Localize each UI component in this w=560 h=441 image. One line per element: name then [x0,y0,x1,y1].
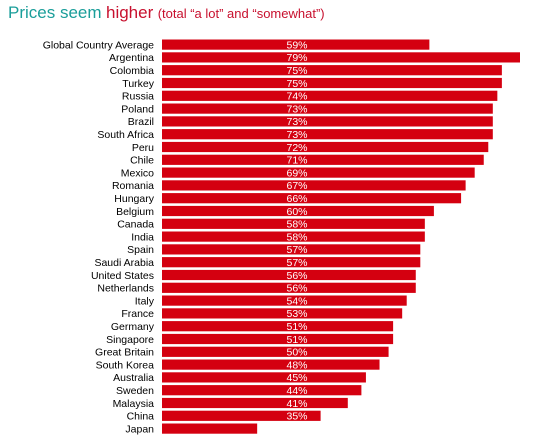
category-label: Global Country Average [43,39,154,51]
category-label: Spain [127,244,154,256]
category-label: Russia [122,91,154,103]
bar [162,141,489,153]
category-label: Colombia [110,65,155,77]
category-label: South Korea [96,359,155,371]
data-label: 60% [286,206,307,218]
data-label: 50% [286,347,307,359]
category-label: Brazil [128,116,154,128]
category-label: Turkey [122,78,154,90]
bar [162,193,462,204]
bar [162,295,407,306]
bar [162,397,348,409]
data-label: 54% [286,295,307,307]
bar [162,218,425,229]
category-label: Peru [132,142,154,154]
title-part-1: Prices seem [8,3,102,22]
chart-title: Prices seem higher (total “a lot” and “s… [8,3,325,23]
bar [162,282,416,293]
bar [162,129,493,140]
bar [162,269,416,281]
category-label: Sweden [116,385,154,397]
bar [162,346,389,357]
data-label: 69% [286,167,307,179]
data-label: 21% [286,423,307,435]
data-label: 51% [286,321,307,333]
category-label: Australia [113,372,154,384]
data-label: 74% [286,91,307,103]
data-label: 56% [286,270,307,282]
category-label: Saudi Arabia [94,257,154,269]
data-label: 66% [286,193,307,205]
bar [162,244,421,255]
category-label: China [127,411,155,423]
bar [162,423,258,434]
data-label: 58% [286,231,307,243]
category-label: Malaysia [113,398,155,410]
category-label: Chile [130,155,154,167]
bar [162,321,394,332]
category-label: France [121,308,154,320]
category-label: Italy [135,295,155,307]
data-label: 56% [286,283,307,295]
bar [162,116,493,127]
data-label: 73% [286,116,307,128]
bar [162,308,403,319]
category-label: Japan [125,423,154,435]
category-label: South Africa [97,129,154,141]
data-label: 45% [286,372,307,384]
category-label: Singapore [106,334,154,346]
bar [162,52,520,63]
data-label: 48% [286,359,307,371]
data-label: 44% [286,385,307,397]
data-label: 57% [286,244,307,256]
category-label: United States [91,270,154,282]
bar [162,372,366,383]
bar [162,359,380,370]
bar [162,65,502,76]
bar [162,385,362,396]
bar [162,77,502,89]
bar [162,167,475,178]
data-label: 72% [286,142,307,154]
bar [162,205,434,217]
data-label: 71% [286,155,307,167]
category-label: Belgium [116,206,154,218]
title-part-2: higher [105,3,154,22]
category-label: Germany [111,321,155,333]
bar [162,231,425,242]
category-label: Canada [117,219,154,231]
bar [162,90,498,101]
title-part-3: (total “a lot” and “somewhat”) [157,6,325,21]
category-label: Argentina [109,52,154,64]
bar [162,154,484,165]
bar [162,180,466,191]
bar [162,103,493,114]
data-label: 73% [286,103,307,115]
bar [162,39,430,50]
data-label: 57% [286,257,307,269]
bar [162,333,394,345]
data-label: 53% [286,308,307,320]
category-label: India [131,231,154,243]
data-label: 59% [286,39,307,51]
data-label: 41% [286,398,307,410]
category-label: Romania [112,180,154,192]
category-label: Netherlands [97,283,154,295]
bar [162,257,421,268]
data-label: 67% [286,180,307,192]
category-label: Hungary [114,193,154,205]
data-label: 75% [286,65,307,77]
data-label: 79% [286,52,307,64]
data-label: 58% [286,219,307,231]
bar [162,410,321,421]
data-label: 73% [286,129,307,141]
data-label: 35% [286,411,307,423]
category-label: Great Britain [95,347,154,359]
data-label: 51% [286,334,307,346]
category-label: Poland [121,103,154,115]
category-label: Mexico [121,167,154,179]
data-label: 75% [286,78,307,90]
